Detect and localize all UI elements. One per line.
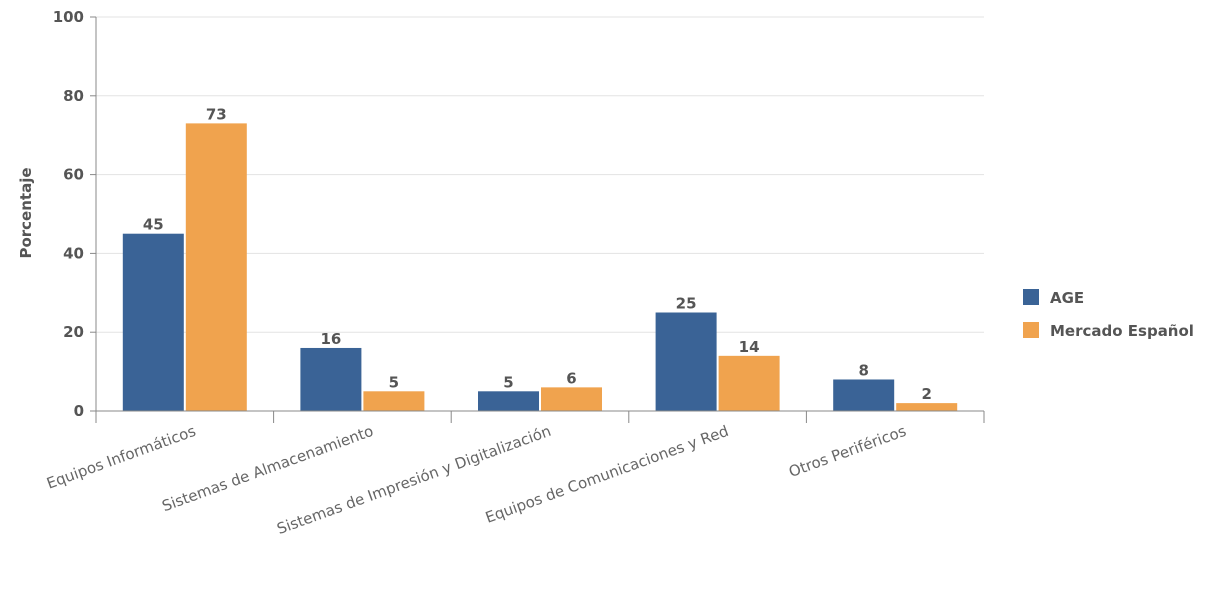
bar-mercado-espa-ol-1 bbox=[363, 391, 425, 411]
y-tick-labels: 0 20 40 60 80 100 bbox=[53, 8, 84, 420]
x-tick-label: Equipos Informáticos bbox=[44, 422, 198, 493]
x-tick-label: Otros Periféricos bbox=[786, 422, 908, 481]
data-label: 73 bbox=[206, 105, 227, 123]
legend-swatch bbox=[1023, 289, 1039, 305]
legend: AGE Mercado Español bbox=[1023, 289, 1194, 340]
data-label: 8 bbox=[858, 361, 868, 379]
data-label: 5 bbox=[389, 373, 399, 391]
y-tick-label: 60 bbox=[63, 166, 84, 184]
y-tick-label: 80 bbox=[63, 87, 84, 105]
bar-mercado-espa-ol-0 bbox=[185, 123, 247, 411]
bars bbox=[122, 123, 958, 411]
bar-mercado-espa-ol-4 bbox=[896, 403, 958, 411]
data-label: 6 bbox=[566, 369, 576, 387]
bar-age-4 bbox=[833, 379, 895, 411]
legend-swatch bbox=[1023, 322, 1039, 338]
data-label: 5 bbox=[503, 373, 513, 391]
y-tick-label: 40 bbox=[63, 244, 84, 262]
bar-age-1 bbox=[300, 347, 362, 411]
bar-mercado-espa-ol-2 bbox=[541, 387, 602, 411]
data-labels: 45 73 16 5 5 6 25 14 8 2 bbox=[143, 105, 932, 403]
x-tick-label: Sistemas de Impresión y Digitalización bbox=[275, 422, 554, 538]
y-tick-label: 100 bbox=[53, 8, 84, 26]
y-tick-label: 20 bbox=[63, 323, 84, 341]
data-label: 16 bbox=[320, 330, 341, 348]
bar-age-0 bbox=[122, 233, 184, 411]
legend-label: Mercado Español bbox=[1050, 322, 1194, 340]
data-label: 14 bbox=[739, 338, 760, 356]
bar-age-3 bbox=[655, 312, 717, 411]
bar-age-2 bbox=[478, 391, 539, 411]
data-label: 45 bbox=[143, 216, 164, 234]
bar-mercado-espa-ol-3 bbox=[718, 355, 780, 411]
data-label: 2 bbox=[921, 385, 931, 403]
y-tick-label: 0 bbox=[74, 402, 84, 420]
axes bbox=[90, 16, 985, 423]
data-label: 25 bbox=[676, 295, 697, 313]
legend-label: AGE bbox=[1050, 289, 1084, 307]
y-axis-title: Porcentaje bbox=[17, 167, 35, 258]
